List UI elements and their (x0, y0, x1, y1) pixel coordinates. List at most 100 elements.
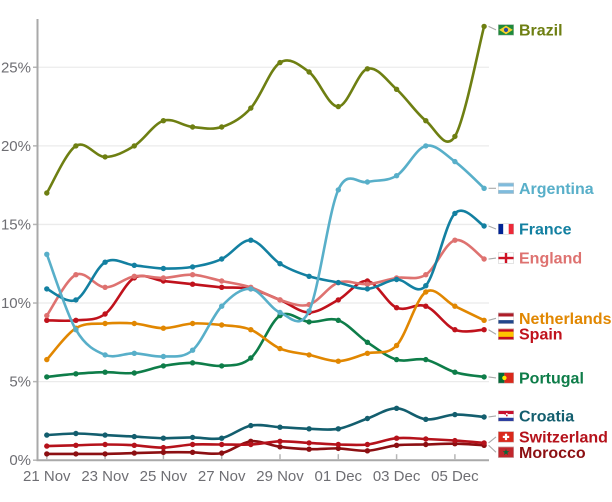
france-label: France (519, 222, 572, 239)
brazil-point (131, 143, 137, 149)
switzerland-line (45, 436, 486, 449)
argentina-point (364, 179, 371, 185)
croatia-point (73, 430, 79, 437)
england-point (189, 272, 196, 278)
england-points (44, 237, 487, 319)
brazil-leader-line (488, 25, 497, 31)
switzerland-point (102, 441, 108, 448)
y-tick-label: 0% (9, 452, 31, 469)
croatia-point (102, 432, 108, 438)
netherlands-line (45, 289, 486, 363)
switzerland-point (160, 444, 167, 451)
brazil-legend-item: Brazil (498, 22, 563, 39)
brazil-point (248, 105, 254, 111)
argentina-point (73, 327, 79, 333)
brazil-points (44, 23, 487, 196)
morocco-point (306, 446, 312, 452)
argentina-flag-icon (498, 182, 514, 194)
france-legend-item: France (498, 222, 572, 239)
x-tick-label: 23 Nov (81, 468, 129, 485)
argentina-points (44, 143, 487, 360)
brazil-label: Brazil (519, 22, 563, 39)
france-point (102, 259, 108, 265)
england-point (364, 281, 371, 287)
england-label: England (519, 251, 582, 268)
switzerland-points (44, 435, 487, 451)
argentina-line (45, 144, 486, 358)
croatia-label: Croatia (519, 408, 574, 425)
brazil-point (452, 133, 458, 140)
croatia-point (189, 434, 196, 441)
portugal-point (481, 374, 487, 380)
spain-label: Spain (519, 327, 563, 344)
brazil-point (160, 118, 167, 124)
france-point (481, 223, 487, 229)
portugal-point (44, 374, 50, 380)
morocco-point (393, 442, 400, 448)
morocco-point (189, 449, 196, 455)
spain-point (44, 317, 50, 323)
argentina-point (481, 185, 487, 191)
france-point (73, 297, 79, 303)
croatia-point (423, 416, 429, 422)
spain-point (189, 281, 196, 287)
netherlands-point (160, 325, 167, 331)
y-tick-label: 25% (1, 59, 31, 76)
france-point (248, 237, 254, 243)
france-point (364, 286, 371, 292)
spain-flag-icon (498, 328, 514, 340)
switzerland-point (73, 442, 79, 448)
france-point (423, 283, 429, 289)
switzerland-point (306, 440, 312, 446)
argentina-label: Argentina (519, 181, 594, 198)
spain-legend-item: Spain (498, 327, 563, 344)
portugal-point (219, 363, 225, 369)
brazil-point (364, 66, 371, 72)
england-legend-item: England (498, 251, 582, 268)
switzerland-point (335, 441, 341, 448)
morocco-points (44, 438, 487, 457)
switzerland-point (189, 441, 196, 448)
morocco-point (364, 448, 371, 454)
morocco-point (160, 449, 167, 455)
england-point (73, 272, 79, 278)
portugal-point (393, 356, 400, 363)
portugal-point (423, 356, 429, 363)
croatia-point (219, 435, 225, 441)
portugal-point (131, 370, 137, 376)
brazil-point (73, 143, 79, 149)
brazil-point (306, 69, 312, 75)
england-point (160, 275, 167, 281)
croatia-point (306, 426, 312, 432)
argentina-point (306, 308, 312, 314)
england-flag-icon (498, 252, 514, 264)
switzerland-legend-item: Switzerland (498, 429, 608, 446)
england-point (481, 256, 487, 262)
morocco-label: Morocco (519, 445, 586, 462)
netherlands-point (423, 289, 429, 295)
argentina-point (277, 309, 283, 316)
portugal-point (189, 360, 196, 366)
spain-point (219, 284, 225, 290)
spain-point (393, 305, 400, 311)
x-tick-label: 05 Dec (431, 468, 479, 485)
switzerland-point (131, 442, 137, 448)
portugal-point (452, 369, 458, 375)
england-point (131, 273, 137, 279)
brazil-point (277, 59, 283, 66)
france-line (45, 209, 486, 303)
morocco-point (102, 451, 108, 457)
portugal-flag-icon (498, 372, 514, 384)
spain-point (481, 327, 487, 333)
switzerland-point (219, 441, 225, 448)
brazil-point (481, 23, 487, 30)
switzerland-point (423, 436, 429, 442)
portugal-point (306, 319, 312, 325)
switzerland-point (393, 435, 400, 441)
morocco-leader-line (488, 444, 497, 453)
brazil-point (189, 124, 196, 130)
croatia-leader-line (488, 415, 497, 418)
spain-point (102, 311, 108, 317)
france-leader-line (488, 225, 497, 230)
